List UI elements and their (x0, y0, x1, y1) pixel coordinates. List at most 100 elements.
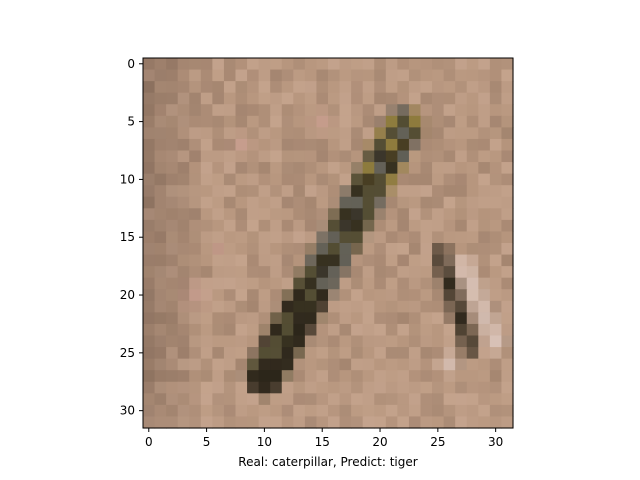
image-pixel (339, 104, 352, 117)
image-pixel (339, 219, 352, 233)
image-pixel (478, 312, 491, 325)
image-pixel (455, 416, 468, 429)
image-pixel (455, 404, 468, 418)
image-pixel (362, 289, 375, 302)
image-pixel (443, 370, 456, 383)
image-pixel (328, 266, 341, 279)
image-pixel (177, 347, 190, 360)
image-pixel (143, 115, 156, 128)
image-pixel (293, 115, 306, 128)
image-pixel (154, 381, 167, 394)
image-pixel (420, 300, 433, 313)
image-pixel (455, 370, 468, 383)
image-pixel (339, 277, 352, 290)
image-pixel (328, 196, 341, 209)
image-pixel (223, 162, 237, 175)
image-pixel (281, 358, 294, 371)
image-pixel (235, 266, 248, 279)
image-pixel (223, 138, 237, 152)
image-pixel (489, 393, 503, 406)
image-pixel (281, 335, 294, 348)
image-pixel (316, 104, 329, 117)
image-pixel (235, 208, 248, 221)
image-pixel (339, 393, 352, 406)
image-pixel (177, 58, 190, 71)
image-pixel (143, 416, 156, 429)
image-pixel (304, 219, 318, 233)
image-pixel (212, 393, 225, 406)
image-pixel (455, 289, 468, 302)
image-pixel (408, 370, 422, 383)
image-pixel (501, 231, 514, 244)
image-pixel (443, 69, 456, 82)
image-pixel (374, 404, 387, 418)
image-pixel (293, 312, 306, 325)
image-pixel (455, 323, 468, 337)
image-pixel (270, 277, 283, 290)
image-pixel (154, 173, 167, 186)
image-pixel (258, 219, 271, 233)
image-pixel (304, 138, 318, 152)
image-pixel (270, 416, 283, 429)
image-pixel (339, 196, 352, 209)
image-pixel (443, 381, 456, 394)
image-pixel (339, 231, 352, 244)
image-pixel (351, 138, 364, 152)
image-pixel (154, 219, 167, 233)
image-pixel (304, 266, 318, 279)
image-pixel (247, 69, 260, 82)
image-pixel (304, 347, 318, 360)
image-pixel (304, 58, 318, 71)
image-pixel (143, 162, 156, 175)
image-pixel (293, 347, 306, 360)
image-pixel (270, 58, 283, 71)
image-pixel (374, 150, 387, 163)
axes-frame (142, 57, 514, 429)
image-pixel (466, 381, 479, 394)
image-pixel (501, 254, 514, 267)
image-pixel (374, 277, 387, 290)
image-pixel (339, 312, 352, 325)
image-pixel (466, 115, 479, 128)
image-pixel (466, 150, 479, 163)
image-pixel (489, 81, 503, 94)
image-pixel (189, 162, 202, 175)
image-pixel (235, 104, 248, 117)
image-pixel (466, 208, 479, 221)
image-pixel (374, 81, 387, 94)
image-pixel (466, 370, 479, 383)
image-pixel (177, 370, 190, 383)
image-pixel (362, 150, 375, 163)
image-pixel (328, 150, 341, 163)
image-pixel (408, 358, 422, 371)
image-pixel (385, 381, 398, 394)
image-pixel (177, 323, 190, 337)
image-pixel (385, 185, 398, 198)
image-pixel (293, 92, 306, 105)
image-pixel (223, 277, 237, 290)
image-pixel (397, 162, 410, 175)
image-pixel (374, 358, 387, 371)
image-pixel (466, 104, 479, 117)
image-pixel (420, 266, 433, 279)
image-pixel (339, 138, 352, 152)
image-pixel (223, 69, 237, 82)
image-pixel (328, 347, 341, 360)
image-pixel (374, 312, 387, 325)
image-pixel (339, 358, 352, 371)
image-pixel (247, 115, 260, 128)
image-pixel (212, 81, 225, 94)
image-pixel (143, 347, 156, 360)
image-pixel (432, 266, 445, 279)
image-pixel (316, 185, 329, 198)
image-pixel (466, 196, 479, 209)
image-pixel (385, 81, 398, 94)
image-pixel (212, 219, 225, 233)
image-pixel (501, 347, 514, 360)
image-pixel (200, 104, 213, 117)
image-pixel (489, 150, 503, 163)
image-pixel (258, 115, 271, 128)
image-pixel (432, 69, 445, 82)
image-pixel (362, 173, 375, 186)
image-pixel (223, 173, 237, 186)
